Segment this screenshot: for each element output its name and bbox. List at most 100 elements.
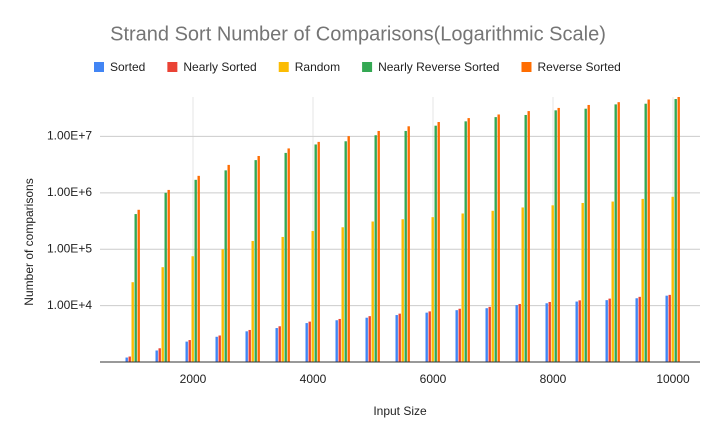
bar [254, 160, 257, 362]
bar [158, 348, 161, 362]
bar [605, 300, 608, 362]
bar [458, 308, 461, 362]
bar [608, 298, 611, 362]
bar [335, 320, 338, 362]
bar [665, 295, 668, 362]
bar [668, 294, 671, 362]
bar [305, 323, 308, 362]
legend-label: Sorted [110, 60, 145, 74]
bar [644, 103, 647, 362]
bar [188, 340, 191, 362]
bar [455, 310, 458, 362]
bar [485, 308, 488, 362]
bar [404, 130, 407, 362]
bar [215, 336, 218, 362]
bar [581, 202, 584, 362]
legend-label: Random [295, 60, 340, 74]
bar [584, 108, 587, 363]
bar [251, 240, 254, 362]
bar [311, 231, 314, 362]
bar [281, 236, 284, 362]
y-tick-label: 1.00E+4 [47, 298, 92, 312]
bar [341, 227, 344, 362]
bar [488, 306, 491, 362]
bar [245, 331, 248, 362]
bar [635, 298, 638, 362]
bar [401, 219, 404, 362]
bar [551, 205, 554, 362]
bar [167, 189, 170, 362]
bar [377, 130, 380, 362]
legend-label: Nearly Reverse Sorted [378, 60, 499, 74]
bar [371, 221, 374, 362]
bar [524, 114, 527, 363]
bar [395, 315, 398, 362]
bar [257, 155, 260, 362]
bar [161, 267, 164, 362]
bar [674, 99, 677, 362]
bar [614, 104, 617, 362]
bar [671, 196, 674, 362]
bar [491, 210, 494, 362]
bar [275, 328, 278, 362]
bar [137, 209, 140, 362]
bar [344, 141, 347, 362]
chart-title: Strand Sort Number of Comparisons(Logari… [110, 23, 606, 45]
bar [248, 329, 251, 362]
bar [425, 312, 428, 362]
x-tick-label: 4000 [300, 372, 327, 386]
bar [431, 217, 434, 362]
bar [398, 313, 401, 362]
bar [218, 335, 221, 362]
bar [131, 282, 134, 362]
bar [191, 256, 194, 362]
x-tick-label: 2000 [180, 372, 207, 386]
bar [128, 356, 131, 362]
bar [641, 198, 644, 362]
bar [347, 136, 350, 362]
bar [494, 117, 497, 362]
bar [314, 144, 317, 362]
bar [428, 311, 431, 362]
bar [677, 97, 680, 362]
bar [185, 341, 188, 362]
bar [164, 192, 167, 362]
bar [194, 179, 197, 362]
x-tick-label: 6000 [420, 372, 447, 386]
bar [638, 296, 641, 362]
bar [548, 301, 551, 362]
legend-swatch [94, 62, 104, 72]
bar [224, 170, 227, 362]
y-axis-label: Number of comparisons [22, 178, 36, 305]
bar [518, 303, 521, 362]
bar [497, 114, 500, 362]
bar [278, 326, 281, 362]
bar [227, 164, 230, 362]
bar [407, 126, 410, 362]
legend-swatch [521, 62, 532, 72]
bar [338, 318, 341, 362]
bar [464, 121, 467, 362]
bar [317, 141, 320, 362]
bar [365, 317, 368, 362]
legend-swatch [167, 62, 178, 72]
bar [284, 152, 287, 362]
bar [575, 301, 578, 362]
bar [287, 148, 290, 362]
bar [521, 207, 524, 362]
legend-label: Nearly Sorted [183, 60, 256, 74]
bar [617, 102, 620, 363]
x-tick-label: 10000 [656, 372, 690, 386]
legend-label: Reverse Sorted [537, 60, 620, 74]
bar [308, 321, 311, 362]
bar [197, 175, 200, 362]
bar [374, 135, 377, 362]
bar [515, 305, 518, 362]
bar [647, 99, 650, 362]
bar [527, 111, 530, 363]
bar [545, 303, 548, 362]
x-tick-label: 8000 [540, 372, 567, 386]
bar [578, 300, 581, 362]
bar [554, 110, 557, 363]
